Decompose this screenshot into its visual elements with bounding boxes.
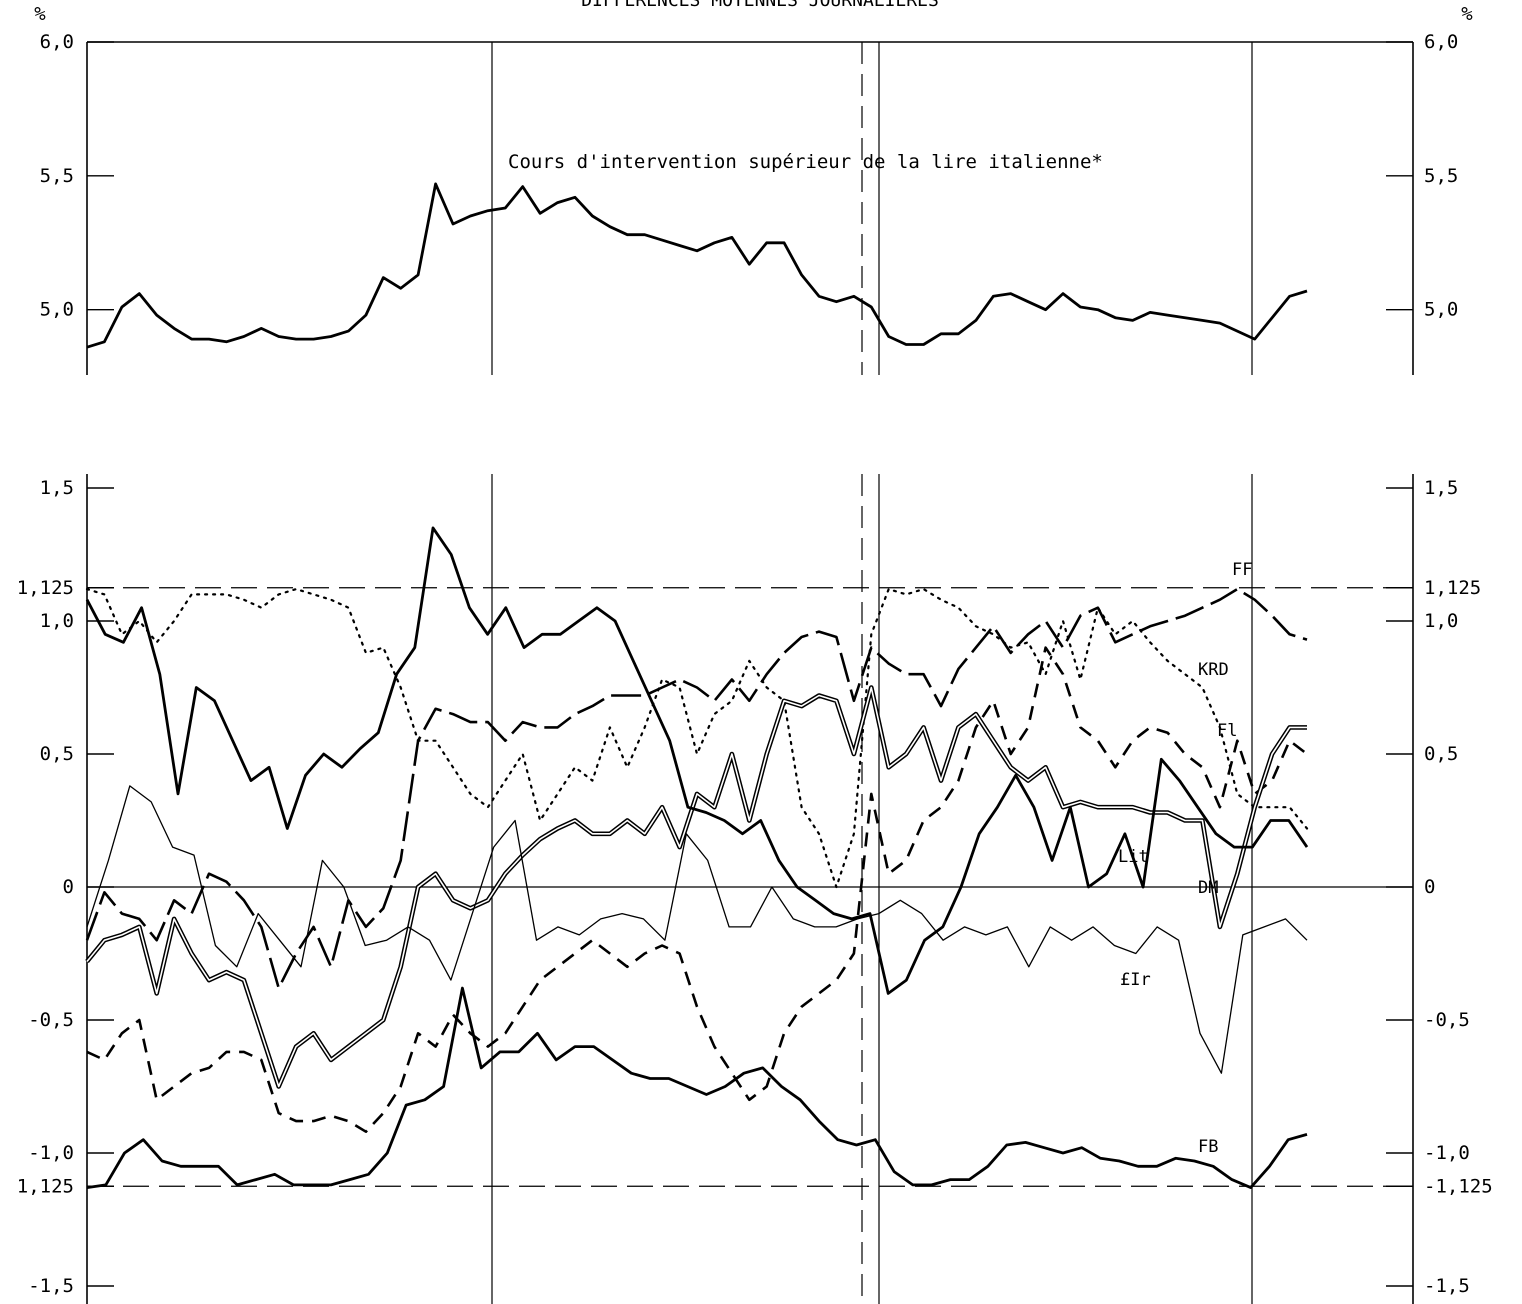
- bottom-tick-label-right-4: 0: [1424, 876, 1435, 898]
- series-label-fb: FB: [1198, 1137, 1218, 1157]
- top-tick-label-left-2: 5,0: [40, 299, 74, 321]
- top-tick-label-right-2: 5,0: [1424, 299, 1458, 321]
- bottom-panel-series: [85, 526, 1309, 1189]
- bottom-tick-label-right-2: 1,0: [1424, 610, 1458, 632]
- bottom-series-fl: [86, 646, 1308, 1133]
- bottom-tick-label-left-3: 0,5: [40, 743, 74, 765]
- bottom-tick-label-left-1: 1,125: [17, 577, 74, 599]
- bottom-tick-label-left-7: 1,125: [17, 1175, 74, 1197]
- top-tick-label-right-1: 5,5: [1424, 165, 1458, 187]
- bottom-series-fb: [86, 986, 1308, 1189]
- bottom-panel-ticks: 1,5 1,125 1,0 0,5 0 -0,5 -1,0 1,125 -1,5 1,5 1,125…: [17, 477, 1493, 1297]
- series-label-lit: Lit: [1118, 847, 1149, 867]
- bottom-tick-label-right-7: -1,125: [1424, 1175, 1493, 1197]
- period-separators: [491, 42, 1253, 1304]
- unit-left: %: [34, 3, 46, 25]
- panel-frames: [86, 41, 1414, 1304]
- top-tick-label-right-0: 6,0: [1424, 31, 1458, 53]
- series-labels: FF KRD Fl Lit DM £Ir FB: [1118, 560, 1252, 1157]
- bottom-series-ff: [85, 587, 1308, 990]
- bottom-tick-label-right-3: 0,5: [1424, 743, 1458, 765]
- bottom-series-krd: [85, 587, 1309, 889]
- bottom-tick-label-left-8: -1,5: [28, 1275, 74, 1297]
- bottom-tick-label-right-8: -1,5: [1424, 1275, 1470, 1297]
- series-label-ff: FF: [1232, 560, 1252, 580]
- lira-annotation: Cours d'intervention supérieur de la lir…: [508, 151, 1103, 173]
- top-tick-label-left-1: 5,5: [40, 165, 74, 187]
- bottom-series-ir: [86, 785, 1308, 1074]
- chart-title: DIFFERENCES MOYENNES JOURNALIERES: [581, 0, 939, 11]
- top-panel-series: [86, 182, 1308, 349]
- bottom-tick-label-left-2: 1,0: [40, 610, 74, 632]
- series-label-fl: Fl: [1217, 721, 1237, 741]
- series-label-dm: DM: [1198, 878, 1218, 898]
- bottom-tick-label-right-6: -1,0: [1424, 1142, 1470, 1164]
- bottom-tick-label-left-4: 0: [63, 876, 74, 898]
- series-label-krd: KRD: [1198, 660, 1229, 680]
- top-series-0: [86, 182, 1308, 349]
- bottom-tick-label-left-6: -1,0: [28, 1142, 74, 1164]
- bottom-tick-label-right-0: 1,5: [1424, 477, 1458, 499]
- top-tick-label-left-0: 6,0: [40, 31, 74, 53]
- bottom-tick-label-left-0: 1,5: [40, 477, 74, 499]
- bottom-series-dm: [85, 526, 1309, 995]
- bottom-series-lit-inner: [86, 686, 1307, 1088]
- bottom-tick-label-right-1: 1,125: [1424, 577, 1481, 599]
- unit-right: %: [1461, 3, 1473, 25]
- bottom-tick-label-right-5: -0,5: [1424, 1009, 1470, 1031]
- bottom-tick-label-left-5: -0,5: [28, 1009, 74, 1031]
- series-label-lir: £Ir: [1120, 970, 1151, 990]
- top-panel-ticks: 6,0 5,5 5,0 6,0 5,5 5,0: [40, 31, 1459, 321]
